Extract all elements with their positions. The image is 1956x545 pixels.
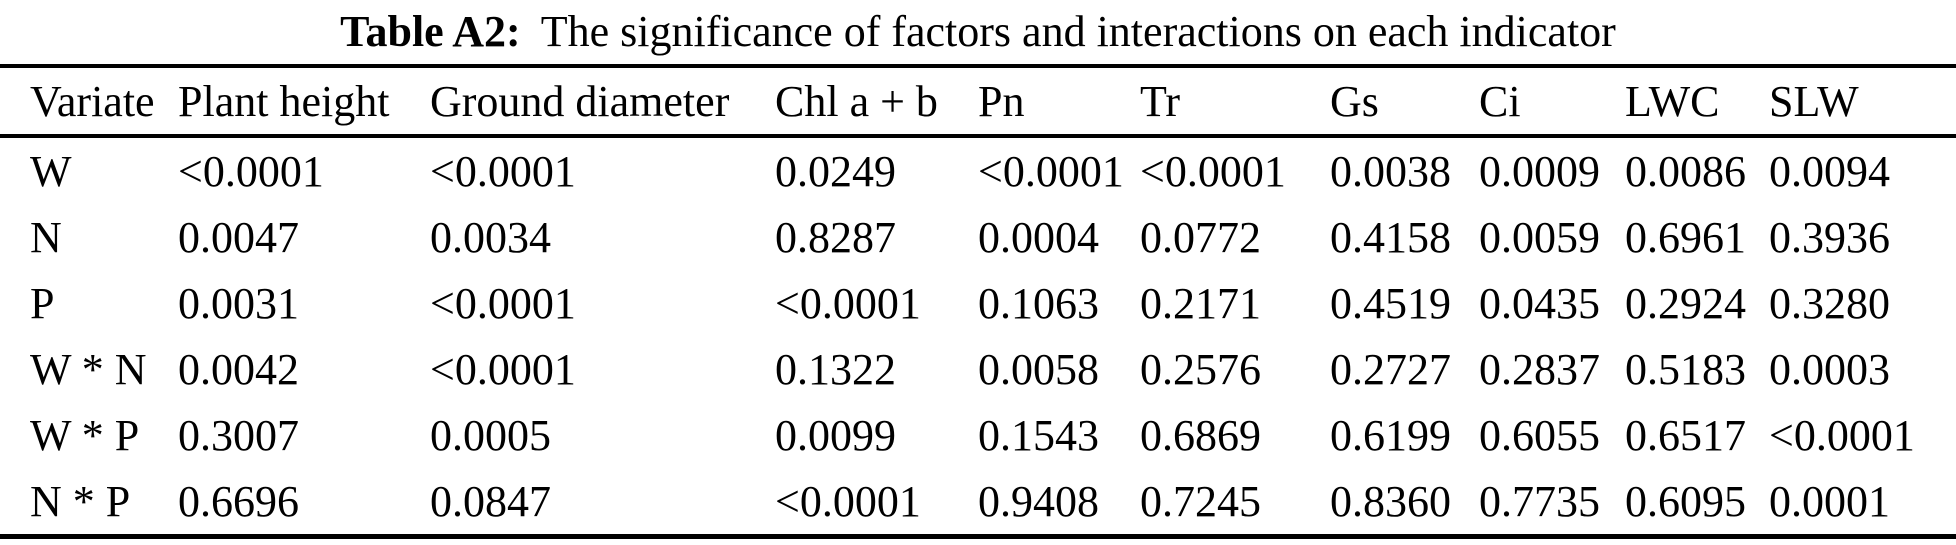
significance-value-cell: <0.0001 [775,278,921,328]
significance-value-cell: 0.0086 [1625,146,1746,196]
significance-value-cell: 0.4519 [1330,278,1451,328]
significance-value-cell: 0.0038 [1330,146,1451,196]
significance-value-cell: 0.0004 [978,212,1099,262]
significance-value-cell: 0.1322 [775,344,896,394]
column-header-plant-height: Plant height [178,66,430,138]
table-caption-text: The significance of factors and interact… [540,7,1616,56]
significance-value-cell: 0.0034 [430,212,551,262]
significance-value-cell: 0.8360 [1330,476,1451,526]
significance-value-cell: 0.0249 [775,146,896,196]
table-row: W <0.0001 <0.0001 0.0249 <0.0001 <0.0001 0.003… [0,136,1956,204]
significance-value-cell: 0.0099 [775,410,896,460]
significance-value-cell: 0.2924 [1625,278,1746,328]
significance-value-cell: 0.0058 [978,344,1099,394]
table-row: W * N 0.0042 <0.0001 0.1322 0.0058 0.2576 0.27… [0,336,1956,402]
significance-value-cell: 0.6095 [1625,476,1746,526]
significance-value-cell: 0.0005 [430,410,551,460]
significance-value-cell: <0.0001 [178,146,324,196]
significance-value-cell: 0.0047 [178,212,299,262]
significance-value-cell: 0.0772 [1140,212,1261,262]
table-caption: Table A2: The significance of factors an… [0,0,1956,64]
table-row: N * P 0.6696 0.0847 <0.0001 0.9408 0.7245 0.83… [0,468,1956,537]
column-header-gs: Gs [1330,66,1479,138]
significance-value-cell: 0.0435 [1479,278,1600,328]
column-header-chl-a-b: Chl a + b [775,66,978,138]
significance-value-cell: 0.5183 [1625,344,1746,394]
significance-value-cell: 0.6696 [178,476,299,526]
significance-value-cell: 0.0009 [1479,146,1600,196]
table-row: W * P 0.3007 0.0005 0.0099 0.1543 0.6869 0.619… [0,402,1956,468]
significance-value-cell: 0.6961 [1625,212,1746,262]
significance-value-cell: 0.6055 [1479,410,1600,460]
significance-value-cell: 0.7735 [1479,476,1600,526]
significance-value-cell: <0.0001 [775,476,921,526]
significance-value-cell: 0.1543 [978,410,1099,460]
significance-value-cell: 0.2576 [1140,344,1261,394]
significance-value-cell: 0.0001 [1769,476,1890,526]
row-variate-label: W [30,146,72,196]
column-header-lwc: LWC [1625,66,1769,138]
column-header-variate: Variate [0,66,178,138]
significance-value-cell: 0.1063 [978,278,1099,328]
column-header-slw: SLW [1769,66,1956,138]
significance-value-cell: 0.2727 [1330,344,1451,394]
row-variate-label: N [30,212,62,262]
column-header-pn: Pn [978,66,1140,138]
significance-value-cell: 0.3280 [1769,278,1890,328]
significance-value-cell: 0.0003 [1769,344,1890,394]
column-header-ground-diameter: Ground diameter [430,66,775,138]
row-variate-label: P [30,278,55,328]
significance-value-cell: 0.8287 [775,212,896,262]
significance-value-cell: 0.6869 [1140,410,1261,460]
significance-value-cell: 0.0847 [430,476,551,526]
header-row: Variate Plant height Ground diameter Chl a … [0,66,1956,138]
row-variate-label: N * P [30,476,131,526]
significance-value-cell: 0.3007 [178,410,299,460]
table-body: W <0.0001 <0.0001 0.0249 <0.0001 <0.0001 0.003… [0,136,1956,537]
significance-value-cell: 0.7245 [1140,476,1261,526]
row-variate-label: W * P [30,410,140,460]
significance-value-cell: <0.0001 [1769,410,1915,460]
significance-value-cell: 0.2837 [1479,344,1600,394]
significance-value-cell: <0.0001 [430,344,576,394]
significance-value-cell: 0.3936 [1769,212,1890,262]
significance-value-cell: 0.0042 [178,344,299,394]
significance-value-cell: <0.0001 [978,146,1124,196]
table-caption-label: Table A2: [340,7,521,56]
significance-value-cell: 0.0094 [1769,146,1890,196]
significance-value-cell: 0.6199 [1330,410,1451,460]
column-header-tr: Tr [1140,66,1330,138]
significance-value-cell: 0.9408 [978,476,1099,526]
row-variate-label: W * N [30,344,147,394]
significance-table: Variate Plant height Ground diameter Chl a … [0,64,1956,539]
significance-value-cell: 0.0031 [178,278,299,328]
significance-value-cell: <0.0001 [1140,146,1286,196]
significance-value-cell: <0.0001 [430,146,576,196]
significance-value-cell: 0.0059 [1479,212,1600,262]
table-row: P 0.0031 <0.0001 <0.0001 0.1063 0.2171 0.4519 0… [0,270,1956,336]
significance-value-cell: 0.4158 [1330,212,1451,262]
table-row: N 0.0047 0.0034 0.8287 0.0004 0.0772 0.4158 0.0… [0,204,1956,270]
column-header-ci: Ci [1479,66,1625,138]
significance-value-cell: 0.6517 [1625,410,1746,460]
significance-value-cell: 0.2171 [1140,278,1261,328]
significance-value-cell: <0.0001 [430,278,576,328]
